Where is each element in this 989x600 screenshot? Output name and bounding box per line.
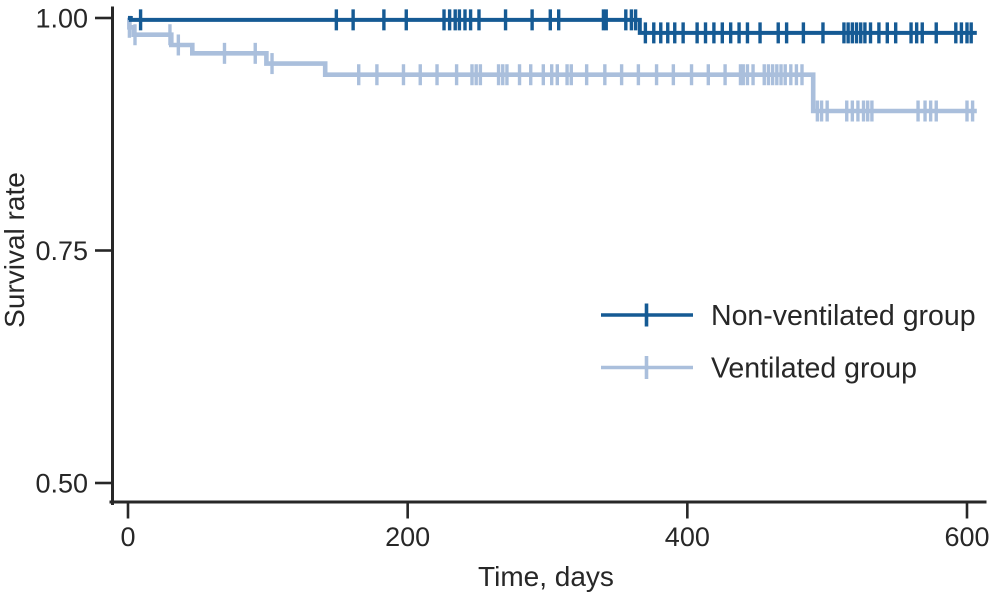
x-tick-label: 600 [944, 522, 989, 552]
legend-item-non-ventilated: Non-ventilated group [601, 300, 976, 332]
x-tick-label: 400 [665, 522, 710, 552]
y-tick-label: 0.50 [35, 469, 88, 499]
legend-label-non-ventilated: Non-ventilated group [711, 300, 976, 332]
legend-item-ventilated: Ventilated group [601, 353, 917, 385]
y-tick-label: 0.75 [35, 236, 88, 266]
plot-area: 1.00 0.75 0.50 0 200 400 600 [35, 4, 989, 553]
legend-label-ventilated: Ventilated group [711, 353, 917, 385]
legend: Non-ventilated group Ventilated group [601, 300, 976, 385]
x-tick-label: 0 [120, 522, 135, 552]
y-tick-label: 1.00 [35, 4, 88, 34]
x-tick-label: 200 [385, 522, 430, 552]
ventilated-survival-curve [127, 15, 977, 114]
y-axis-title: Survival rate [0, 172, 30, 328]
x-axis-title: Time, days [478, 561, 614, 592]
